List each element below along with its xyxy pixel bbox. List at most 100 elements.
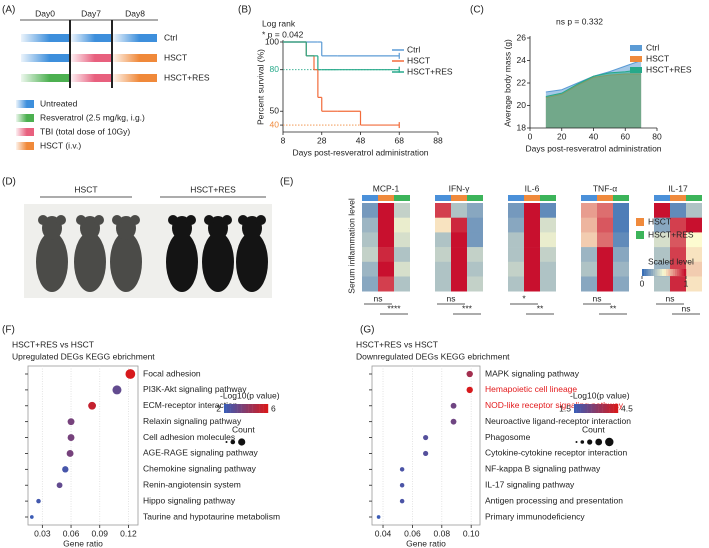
- colorbar-segment: [574, 404, 577, 413]
- size-legend-title: Count: [232, 424, 255, 434]
- colorbar-segment: [263, 404, 266, 413]
- colorbar-segment: [265, 404, 269, 413]
- x-tick-label: 68: [395, 135, 405, 145]
- y-tick-label: 20: [517, 100, 527, 110]
- heatmap-cell: [654, 217, 670, 233]
- heatmap-cell: [394, 247, 410, 263]
- bar-fade: [71, 74, 111, 82]
- heatmap-cell: [362, 232, 378, 248]
- plot-frame: [371, 365, 481, 526]
- heatmap-cell: [540, 247, 556, 263]
- bar-fade: [113, 34, 157, 42]
- mouse-ear: [168, 215, 178, 225]
- bubble: [29, 515, 34, 519]
- x-tick-label: 0: [528, 131, 533, 141]
- day-label: Day7: [81, 8, 101, 18]
- colorbar-segment: [613, 404, 616, 413]
- heatmap-cell: [686, 232, 702, 248]
- bubble: [112, 385, 122, 395]
- heatmap-cell: [378, 203, 394, 218]
- bar-fade: [21, 34, 69, 42]
- day-label: Day8: [125, 8, 145, 18]
- category-label: NF-kappa B signaling pathway: [485, 464, 601, 474]
- colorbar-segment: [598, 404, 601, 413]
- mouse-ear: [256, 215, 266, 225]
- mouse-ear: [112, 215, 122, 225]
- annotation: * p = 0.042: [262, 29, 304, 39]
- category-label: Phagosome: [485, 432, 531, 442]
- heatmap-cell: [467, 261, 483, 277]
- bar-fade: [21, 54, 69, 62]
- colorbar-segment: [602, 404, 605, 413]
- colorbar-segment: [653, 269, 656, 276]
- category-label: PI3K-Akt signaling pathway: [143, 384, 247, 394]
- y-tick-label: 26: [517, 32, 527, 42]
- colorbar-segment: [582, 404, 586, 413]
- x-tick-label: 88: [433, 135, 443, 145]
- heatmap-title: IL-6: [525, 183, 540, 193]
- heatmap-cell: [597, 261, 613, 277]
- colorbar-segment: [585, 404, 588, 413]
- heatmap-cell: [378, 261, 394, 277]
- chart-title: Downregulated DEGs KEGG ebrichment: [356, 351, 510, 361]
- x-tick-label: 40: [589, 131, 599, 141]
- colorbar-segment: [642, 269, 645, 276]
- group-label: Ctrl: [164, 32, 177, 42]
- heatmap-cell: [670, 247, 686, 263]
- category-label: Taurine and hypotaurine metabolism: [143, 511, 280, 521]
- colorbar-title: Scaled level: [648, 256, 694, 266]
- colorbar-segment: [607, 404, 610, 413]
- heatmap-cell: [524, 203, 540, 218]
- colorbar-segment: [589, 404, 592, 413]
- legend-label: Ctrl: [646, 42, 659, 52]
- heatmap-cell: [435, 217, 451, 233]
- chart-title: Upregulated DEGs KEGG ebrichment: [12, 351, 155, 361]
- x-tick-label: 0.08: [434, 528, 451, 538]
- colorbar-segment: [604, 404, 608, 413]
- heatmap-cell: [613, 276, 629, 292]
- significance-label: ns: [593, 293, 602, 303]
- colorbar-segment: [243, 404, 247, 413]
- legend-label: Resveratrol (2.5 mg/kg, i.g.): [40, 112, 145, 122]
- heatmap-cell: [362, 276, 378, 292]
- heatmap-cell: [508, 217, 524, 233]
- colorbar-segment: [670, 269, 673, 276]
- y-tick-label: 24: [517, 55, 527, 65]
- heatmap-cell: [508, 276, 524, 292]
- heatmap-cell: [540, 232, 556, 248]
- x-tick-label: 0.10: [463, 528, 480, 538]
- heatmap-cell: [524, 232, 540, 248]
- heatmap-cell: [581, 276, 597, 292]
- size-legend-dot: [225, 441, 228, 443]
- colorbar-segment: [646, 269, 649, 276]
- y-tick-label: 40: [270, 119, 280, 129]
- colorbar-segment: [578, 404, 581, 413]
- panel-label: (F): [2, 325, 15, 336]
- significance-label: ***: [462, 303, 473, 313]
- colorbar-segment: [675, 269, 678, 276]
- heatmap-cell: [435, 276, 451, 292]
- heatmap-cell: [613, 217, 629, 233]
- heatmap-cell: [467, 276, 483, 292]
- category-label: MAPK signaling pathway: [485, 368, 580, 378]
- category-label: Primary immunodeficiency: [485, 511, 585, 521]
- colorbar-tick-label: 4.5: [621, 403, 633, 413]
- legend-label: HSCT: [646, 53, 669, 63]
- colorbar-segment: [644, 269, 647, 276]
- x-tick-label: 8: [281, 135, 286, 145]
- mouse-body: [202, 232, 234, 292]
- legend-swatch: [636, 231, 644, 239]
- column-annotation: [362, 195, 378, 201]
- heatmap-cell: [467, 217, 483, 233]
- significance-label: ns: [682, 303, 691, 313]
- colorbar-segment: [239, 404, 242, 413]
- category-label: Relaxin signaling pathway: [143, 416, 242, 426]
- bubble: [56, 482, 63, 489]
- column-annotation: [613, 195, 629, 201]
- colorbar-segment: [224, 404, 227, 413]
- heatmap-cell: [581, 203, 597, 218]
- colorbar-segment: [648, 269, 651, 276]
- significance-label: **: [610, 303, 617, 313]
- size-legend-dot: [595, 438, 603, 446]
- heatmap-cell: [451, 217, 467, 233]
